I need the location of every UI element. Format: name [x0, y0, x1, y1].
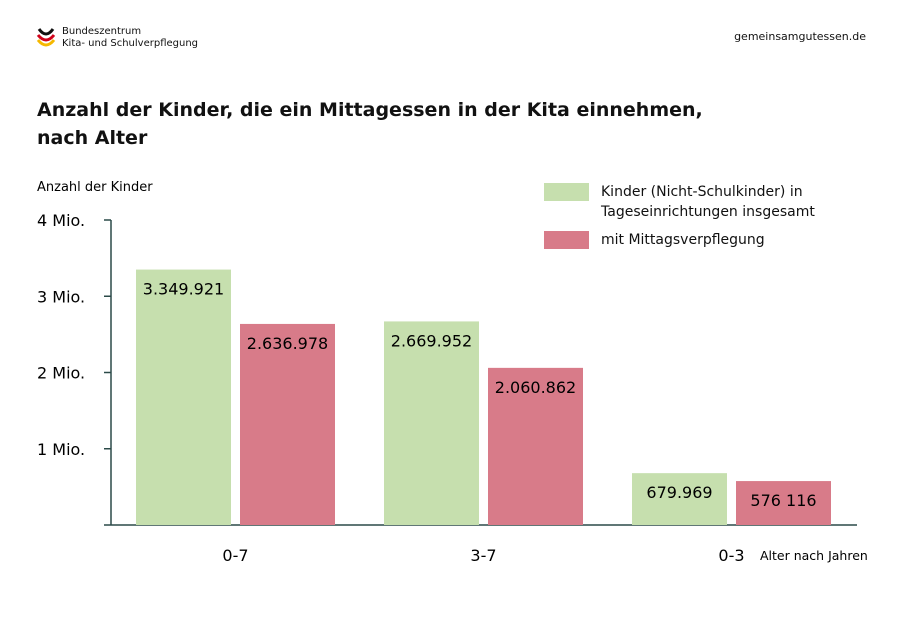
y-tick-label: 2 Mio.: [37, 364, 85, 383]
logo: Bundeszentrum Kita- und Schulverpflegung: [36, 26, 198, 50]
x-tick-label: 3-7: [470, 546, 496, 565]
data-label: 2.636.978: [247, 334, 328, 353]
bar: [736, 481, 831, 525]
legend-swatch-red: [544, 231, 589, 249]
data-label: 2.060.862: [495, 378, 576, 397]
org-line2: Kita- und Schulverpflegung: [62, 38, 199, 49]
bar: [488, 367, 583, 525]
y-tick-label: 3 Mio.: [37, 287, 85, 306]
logo-icon: [36, 28, 56, 47]
chart-title: Anzahl der Kinder, die ein Mittagessen i…: [37, 99, 703, 149]
data-label: 2.669.952: [391, 331, 472, 350]
data-label: 576 116: [750, 491, 816, 510]
bar: [240, 323, 335, 525]
legend-label: mit Mittagsverpflegung: [601, 232, 765, 248]
y-tick-label: 1 Mio.: [37, 440, 85, 459]
legend-item-lunch: mit Mittagsverpflegung: [544, 230, 851, 250]
legend-swatch-green: [544, 183, 589, 201]
bar: [136, 269, 231, 525]
bar: [632, 473, 727, 525]
y-tick-label: 4 Mio.: [37, 211, 85, 230]
bar: [384, 321, 479, 525]
data-label: 3.349.921: [143, 280, 224, 299]
site-url: gemeinsamgutessen.de: [734, 30, 866, 43]
x-tick-label: 0-7: [222, 546, 248, 565]
legend: Kinder (Nicht-Schulkinder) in Tageseinri…: [544, 182, 851, 258]
x-tick-label: 0-3: [718, 546, 744, 565]
x-axis-label: Alter nach Jahren: [760, 548, 868, 563]
org-line1: Bundeszentrum: [62, 26, 142, 37]
data-label: 679.969: [646, 483, 712, 502]
y-axis-label: Anzahl der Kinder: [37, 180, 153, 195]
legend-item-total: Kinder (Nicht-Schulkinder) in Tageseinri…: [544, 182, 851, 222]
legend-label: Kinder (Nicht-Schulkinder) in Tageseinri…: [601, 184, 815, 220]
